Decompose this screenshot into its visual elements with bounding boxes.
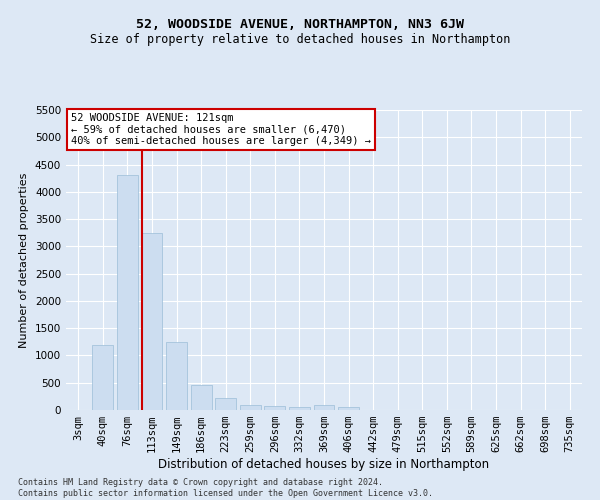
Text: Contains HM Land Registry data © Crown copyright and database right 2024.
Contai: Contains HM Land Registry data © Crown c… — [18, 478, 433, 498]
Bar — [338, 408, 359, 410]
Bar — [117, 176, 138, 410]
Y-axis label: Number of detached properties: Number of detached properties — [19, 172, 29, 348]
X-axis label: Distribution of detached houses by size in Northampton: Distribution of detached houses by size … — [158, 458, 490, 471]
Bar — [289, 408, 310, 410]
Bar — [240, 404, 261, 410]
Bar — [191, 386, 212, 410]
Text: 52 WOODSIDE AVENUE: 121sqm
← 59% of detached houses are smaller (6,470)
40% of s: 52 WOODSIDE AVENUE: 121sqm ← 59% of deta… — [71, 113, 371, 146]
Bar — [314, 404, 334, 410]
Bar — [92, 344, 113, 410]
Text: 52, WOODSIDE AVENUE, NORTHAMPTON, NN3 6JW: 52, WOODSIDE AVENUE, NORTHAMPTON, NN3 6J… — [136, 18, 464, 30]
Bar — [142, 232, 163, 410]
Bar — [265, 406, 286, 410]
Text: Size of property relative to detached houses in Northampton: Size of property relative to detached ho… — [90, 32, 510, 46]
Bar — [166, 342, 187, 410]
Bar — [215, 398, 236, 410]
